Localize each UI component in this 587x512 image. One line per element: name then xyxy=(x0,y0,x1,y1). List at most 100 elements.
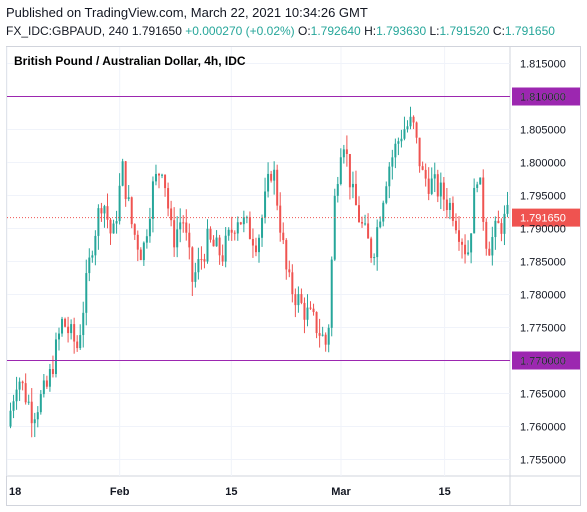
candle-body xyxy=(242,217,245,225)
candle-body xyxy=(133,224,136,235)
last-price-label-bg xyxy=(512,208,580,227)
candle-body xyxy=(9,410,12,427)
candle-body xyxy=(136,234,139,250)
candle-body xyxy=(464,244,467,255)
candle-body xyxy=(82,312,85,336)
horizontal-levels[interactable]: 1.810000 1.770000 1.791650 xyxy=(7,87,580,370)
candle-body xyxy=(97,208,100,236)
candle-body xyxy=(415,122,418,138)
candle-body xyxy=(467,252,470,255)
candle-body xyxy=(336,184,339,196)
candle-body xyxy=(370,238,373,259)
y-tick-label: 1.770000 xyxy=(520,356,566,368)
candle-body xyxy=(109,219,112,234)
close-value: 1.791650 xyxy=(504,24,555,38)
level-label-bg xyxy=(512,87,580,106)
candle-body xyxy=(39,394,42,413)
candle-body xyxy=(373,257,376,259)
candle-body xyxy=(358,205,360,223)
candle-body xyxy=(164,174,167,189)
candle-body xyxy=(73,324,76,342)
candle-body xyxy=(315,312,318,334)
candle-body xyxy=(470,233,473,253)
open-value: 1.792640 xyxy=(310,24,361,38)
price-change: +0.000270 (+0.02%) xyxy=(185,24,295,38)
candle-body xyxy=(421,166,424,170)
candle-body xyxy=(124,161,127,200)
candle-body xyxy=(330,259,333,328)
y-tick-label: 1.755000 xyxy=(520,455,566,467)
candle-body xyxy=(297,294,300,306)
candle-body xyxy=(51,369,54,374)
candle-body xyxy=(88,257,91,274)
candle-body xyxy=(76,341,79,349)
candle-body xyxy=(258,237,260,253)
candle-body xyxy=(112,223,115,234)
candle-body xyxy=(430,178,433,194)
y-tick-label: 1.790000 xyxy=(520,224,566,236)
candle-body xyxy=(324,334,327,345)
candle-body xyxy=(218,237,221,256)
level-label: 1.770000 xyxy=(520,356,566,368)
candle-body xyxy=(100,208,103,214)
candle-body xyxy=(461,241,464,245)
candle-body xyxy=(154,173,157,182)
candle-body xyxy=(400,138,403,142)
candle-body xyxy=(285,240,288,270)
candle-body xyxy=(439,182,442,197)
candle-body xyxy=(188,232,191,248)
candle-body xyxy=(200,259,203,261)
x-axis: 18 Feb 15 Mar 15 xyxy=(9,486,451,498)
candle-body xyxy=(379,221,382,228)
candle-body xyxy=(418,137,421,167)
symbol-label: FX_IDC:GBPAUD, 240 xyxy=(6,24,129,38)
candle-body xyxy=(382,202,385,222)
candle-body xyxy=(306,307,309,320)
candle-body xyxy=(85,273,88,313)
candle-body xyxy=(197,259,200,273)
candle-body xyxy=(115,221,118,224)
candle-body xyxy=(276,169,279,206)
candle-body xyxy=(212,239,215,247)
level-label: 1.810000 xyxy=(520,92,566,104)
candle-body xyxy=(79,335,82,349)
candle-body xyxy=(167,188,170,209)
candle-body xyxy=(351,183,354,188)
candle-body xyxy=(506,204,509,214)
candle-body xyxy=(494,220,497,238)
candle-body xyxy=(33,419,36,424)
candle-body xyxy=(327,327,330,345)
candle-body xyxy=(42,380,45,395)
candle-body xyxy=(54,339,57,374)
candle-body xyxy=(236,222,239,234)
candle-body xyxy=(36,412,39,420)
candle-body xyxy=(397,141,400,144)
candle-body xyxy=(412,116,415,123)
candle-body xyxy=(48,369,51,387)
y-tick-label: 1.775000 xyxy=(520,323,566,335)
candle-body xyxy=(273,169,276,181)
candle-body xyxy=(106,206,109,220)
candle-body xyxy=(142,242,145,261)
candle-body xyxy=(121,161,124,186)
candle-body xyxy=(103,206,106,214)
candle-body xyxy=(497,220,500,224)
candle-body xyxy=(491,237,494,256)
x-tick-label: 15 xyxy=(438,486,450,498)
candle-body xyxy=(270,173,273,181)
candle-body xyxy=(485,221,488,249)
y-tick-label: 1.810000 xyxy=(520,92,566,104)
candle-body xyxy=(333,195,336,260)
candle-body xyxy=(264,191,267,218)
candle-body xyxy=(127,197,130,200)
x-tick-label: 15 xyxy=(225,486,237,498)
candle-body xyxy=(91,255,94,258)
candle-body xyxy=(158,173,160,176)
candle-body xyxy=(21,381,24,384)
x-tick-label: Mar xyxy=(331,486,351,498)
candle-body xyxy=(224,235,227,262)
chart-title: British Pound / Australian Dollar, 4h, I… xyxy=(14,54,246,68)
candle-body xyxy=(191,247,194,282)
candle-body xyxy=(361,222,364,224)
